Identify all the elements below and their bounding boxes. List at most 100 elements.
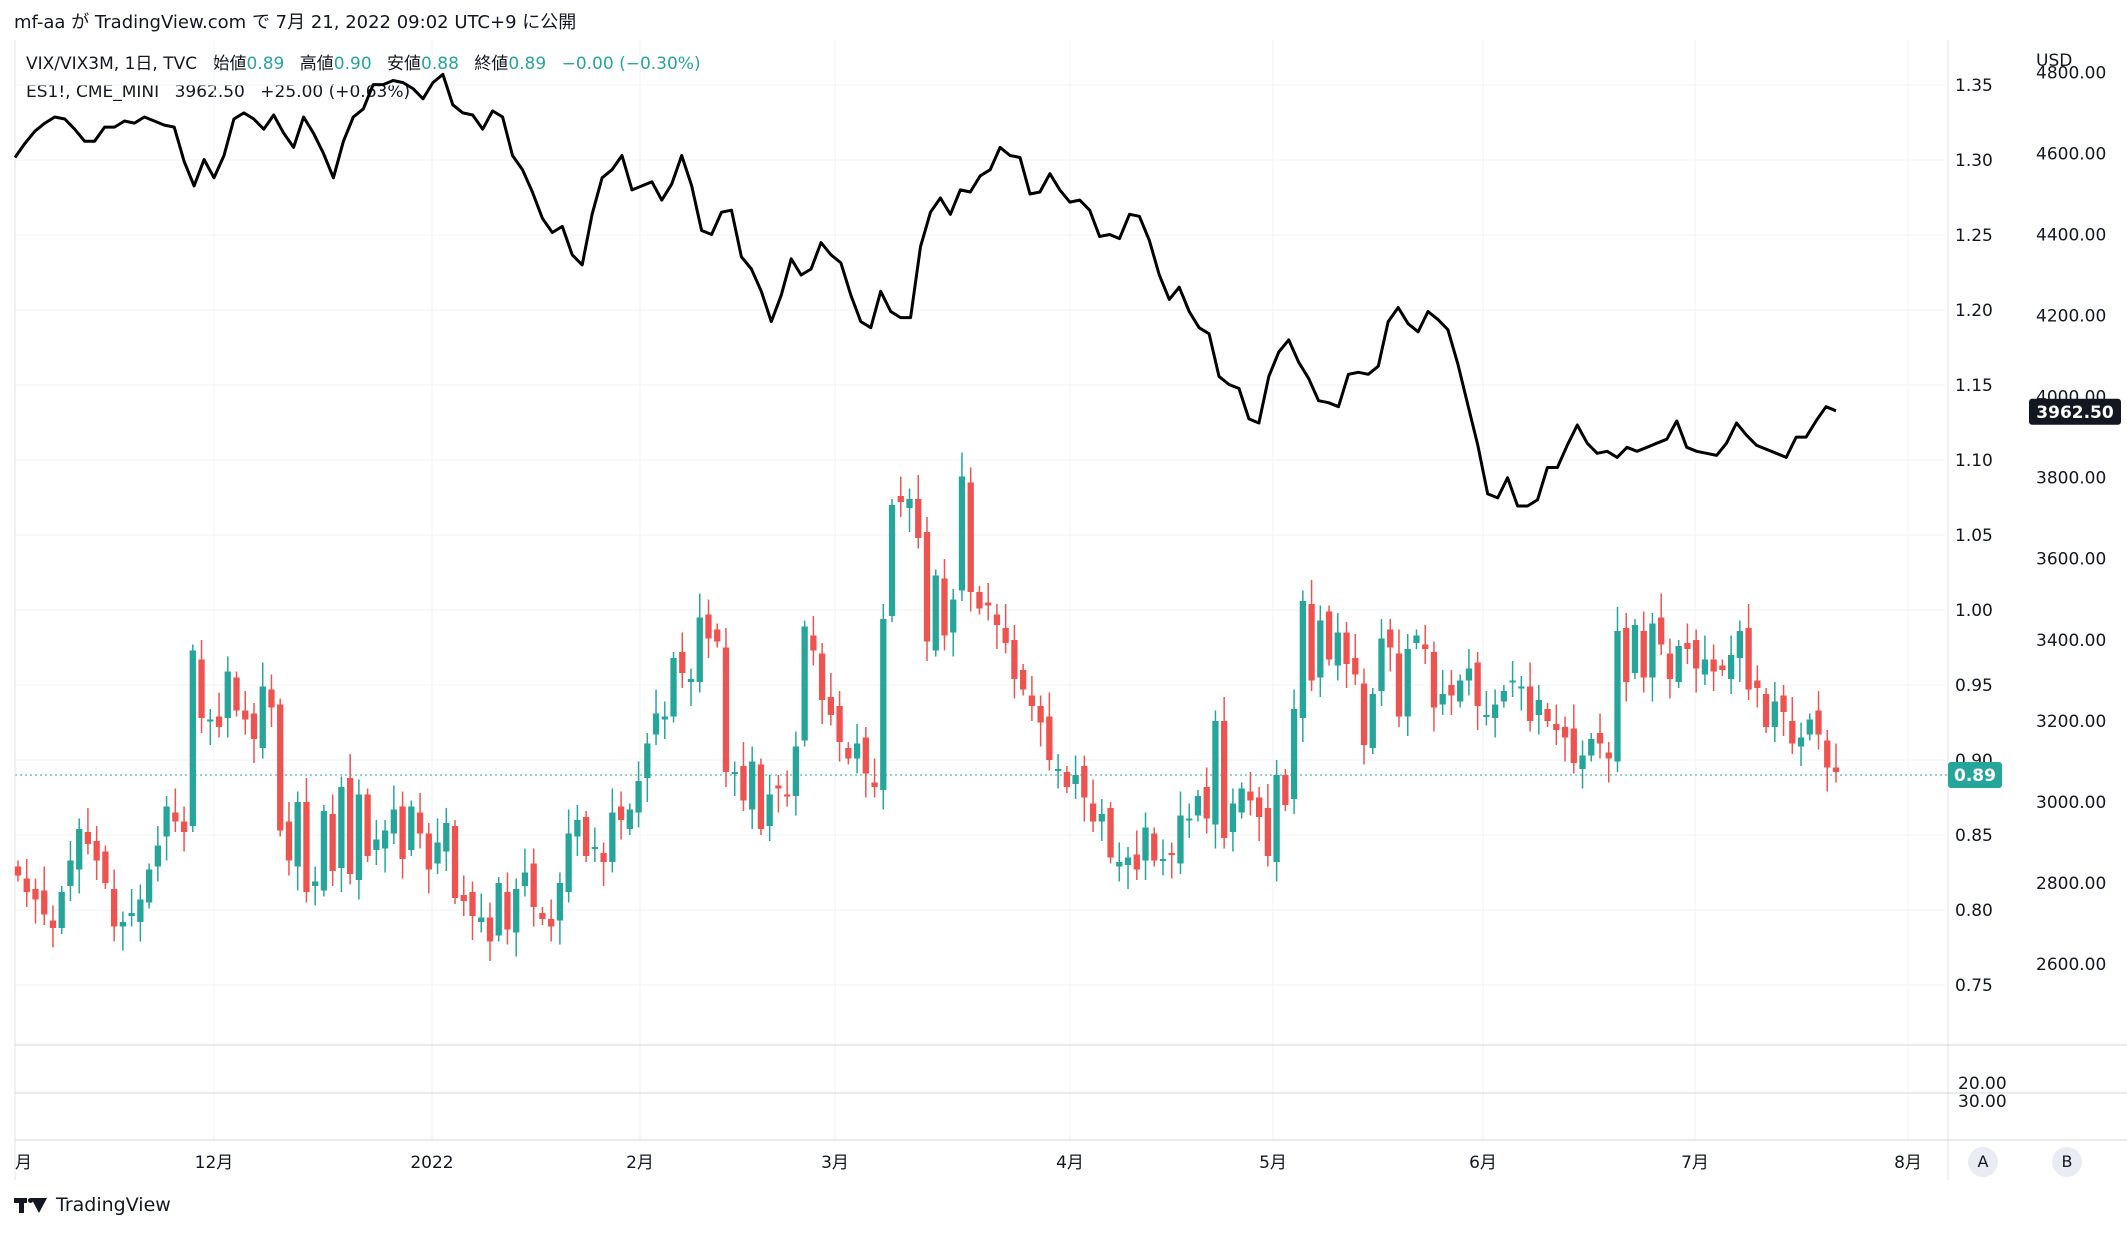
candle-body bbox=[381, 830, 389, 849]
time-axis-tick-label: 2022 bbox=[410, 1153, 453, 1173]
candle-body bbox=[1561, 727, 1569, 738]
candle-body bbox=[145, 869, 153, 903]
candle-body bbox=[775, 785, 782, 789]
candle-body bbox=[1203, 787, 1210, 819]
candle-body bbox=[1325, 611, 1333, 660]
auto-scale-button-a[interactable]: A bbox=[1968, 1147, 1998, 1177]
candle-body bbox=[1133, 854, 1140, 870]
candle-body bbox=[1378, 638, 1385, 691]
left-axis-tick-label: 1.10 bbox=[1955, 451, 1993, 471]
left-axis-tick-label: 0.95 bbox=[1955, 676, 1993, 696]
candle-body bbox=[1430, 652, 1438, 708]
brand-name: TradingView bbox=[56, 1194, 171, 1216]
vix-last-price-badge bbox=[1948, 762, 2002, 788]
candle-body bbox=[1771, 701, 1778, 727]
left-price-axis[interactable]: 1.351.301.251.201.151.101.051.000.950.90… bbox=[1955, 76, 1993, 996]
candle-body bbox=[76, 829, 83, 870]
candle-body bbox=[93, 841, 100, 861]
candle-body bbox=[1535, 700, 1542, 715]
candle-body bbox=[950, 599, 957, 633]
left-axis-tick-label: 1.15 bbox=[1955, 376, 1993, 396]
legend-row-vix[interactable]: VIX/VIX3M, 1日, TVC 始値0.89 高値0.90 安値0.88 … bbox=[26, 50, 701, 78]
legend-low-value: 0.88 bbox=[421, 54, 459, 74]
lower-pane-tick-label: 20.00 bbox=[1958, 1074, 2007, 1094]
right-price-axis[interactable]: 4800.004600.004400.004200.004000.003800.… bbox=[2036, 63, 2106, 975]
candle-body bbox=[1054, 769, 1062, 771]
candle-body bbox=[600, 853, 607, 862]
candle-body bbox=[285, 821, 293, 861]
time-axis-tick-label: 6月 bbox=[1469, 1153, 1497, 1173]
candle-body bbox=[320, 811, 328, 891]
candle-body bbox=[1518, 686, 1525, 689]
candle-body bbox=[1037, 706, 1044, 723]
footer-brand[interactable]: TradingView bbox=[14, 1188, 171, 1222]
candle-body bbox=[1186, 818, 1193, 821]
candle-body bbox=[14, 866, 22, 876]
candle-body bbox=[1544, 709, 1551, 721]
candle-body bbox=[1693, 640, 1700, 669]
candle-body bbox=[23, 878, 30, 892]
candle-body bbox=[687, 679, 695, 682]
candle-body bbox=[810, 635, 817, 651]
candle-body bbox=[958, 476, 966, 591]
candle-body bbox=[425, 833, 432, 870]
candle-body bbox=[1789, 721, 1796, 744]
candle-body bbox=[1483, 715, 1490, 717]
grid-lines bbox=[15, 40, 1948, 1140]
candle-body bbox=[967, 482, 974, 592]
candle-body bbox=[1465, 668, 1473, 681]
candle-body bbox=[1500, 691, 1508, 702]
candle-body bbox=[1317, 620, 1324, 678]
candle-body bbox=[827, 697, 835, 715]
right-axis-tick-label: 4200.00 bbox=[2036, 307, 2106, 327]
candle-body bbox=[172, 812, 179, 822]
candle-body bbox=[722, 647, 730, 772]
candle-body bbox=[451, 826, 459, 898]
candle-body bbox=[1509, 680, 1516, 683]
candle-body bbox=[41, 890, 48, 915]
candle-body bbox=[941, 578, 948, 636]
candle-body bbox=[1832, 767, 1840, 772]
candle-body bbox=[1719, 665, 1726, 670]
candle-body bbox=[976, 592, 983, 609]
candle-body bbox=[207, 719, 214, 722]
candle-body bbox=[714, 629, 721, 642]
legend-es-value: 3962.50 bbox=[174, 82, 245, 102]
time-axis[interactable]: 月 12月 2022 2月 3月 4月 5月 6月 7月 8月 bbox=[15, 1153, 1922, 1173]
publish-date: 7月 21, 2022 09:02 UTC+9 bbox=[275, 12, 517, 33]
candle-body bbox=[845, 748, 852, 759]
candle-body bbox=[635, 781, 642, 813]
candle-body bbox=[1334, 632, 1341, 666]
candle-body bbox=[1422, 644, 1429, 649]
candle-body bbox=[1247, 791, 1254, 801]
candle-body bbox=[390, 809, 397, 834]
candle-body bbox=[880, 619, 887, 790]
candle-body bbox=[84, 832, 92, 844]
candle-body bbox=[408, 806, 415, 850]
candle-body bbox=[49, 920, 57, 928]
candle-body bbox=[399, 806, 406, 859]
candle-body bbox=[1151, 833, 1158, 861]
candle-body bbox=[582, 817, 590, 856]
time-axis-tick-label: 7月 bbox=[1681, 1153, 1709, 1173]
candle-body bbox=[180, 821, 188, 832]
candle-body bbox=[242, 710, 249, 720]
candle-body bbox=[749, 761, 756, 810]
candle-body bbox=[521, 872, 529, 886]
candle-body bbox=[434, 842, 441, 864]
candle-body bbox=[312, 881, 319, 886]
candle-body bbox=[897, 496, 904, 502]
tradingview-logo-icon bbox=[14, 1195, 48, 1215]
scale-button-b[interactable]: B bbox=[2052, 1147, 2082, 1177]
candle-body bbox=[1797, 737, 1805, 747]
candle-body bbox=[1579, 755, 1586, 769]
candle-body bbox=[1089, 803, 1097, 822]
candle-body bbox=[1369, 694, 1376, 748]
candle-body bbox=[1255, 797, 1263, 817]
site-name[interactable]: TradingView.com bbox=[94, 12, 247, 33]
author-name[interactable]: mf-aa bbox=[14, 12, 66, 33]
candle-body bbox=[1273, 775, 1280, 862]
legend-symbol-vix: VIX/VIX3M, 1日, TVC bbox=[26, 54, 198, 74]
pane-borders bbox=[14, 40, 2127, 1180]
